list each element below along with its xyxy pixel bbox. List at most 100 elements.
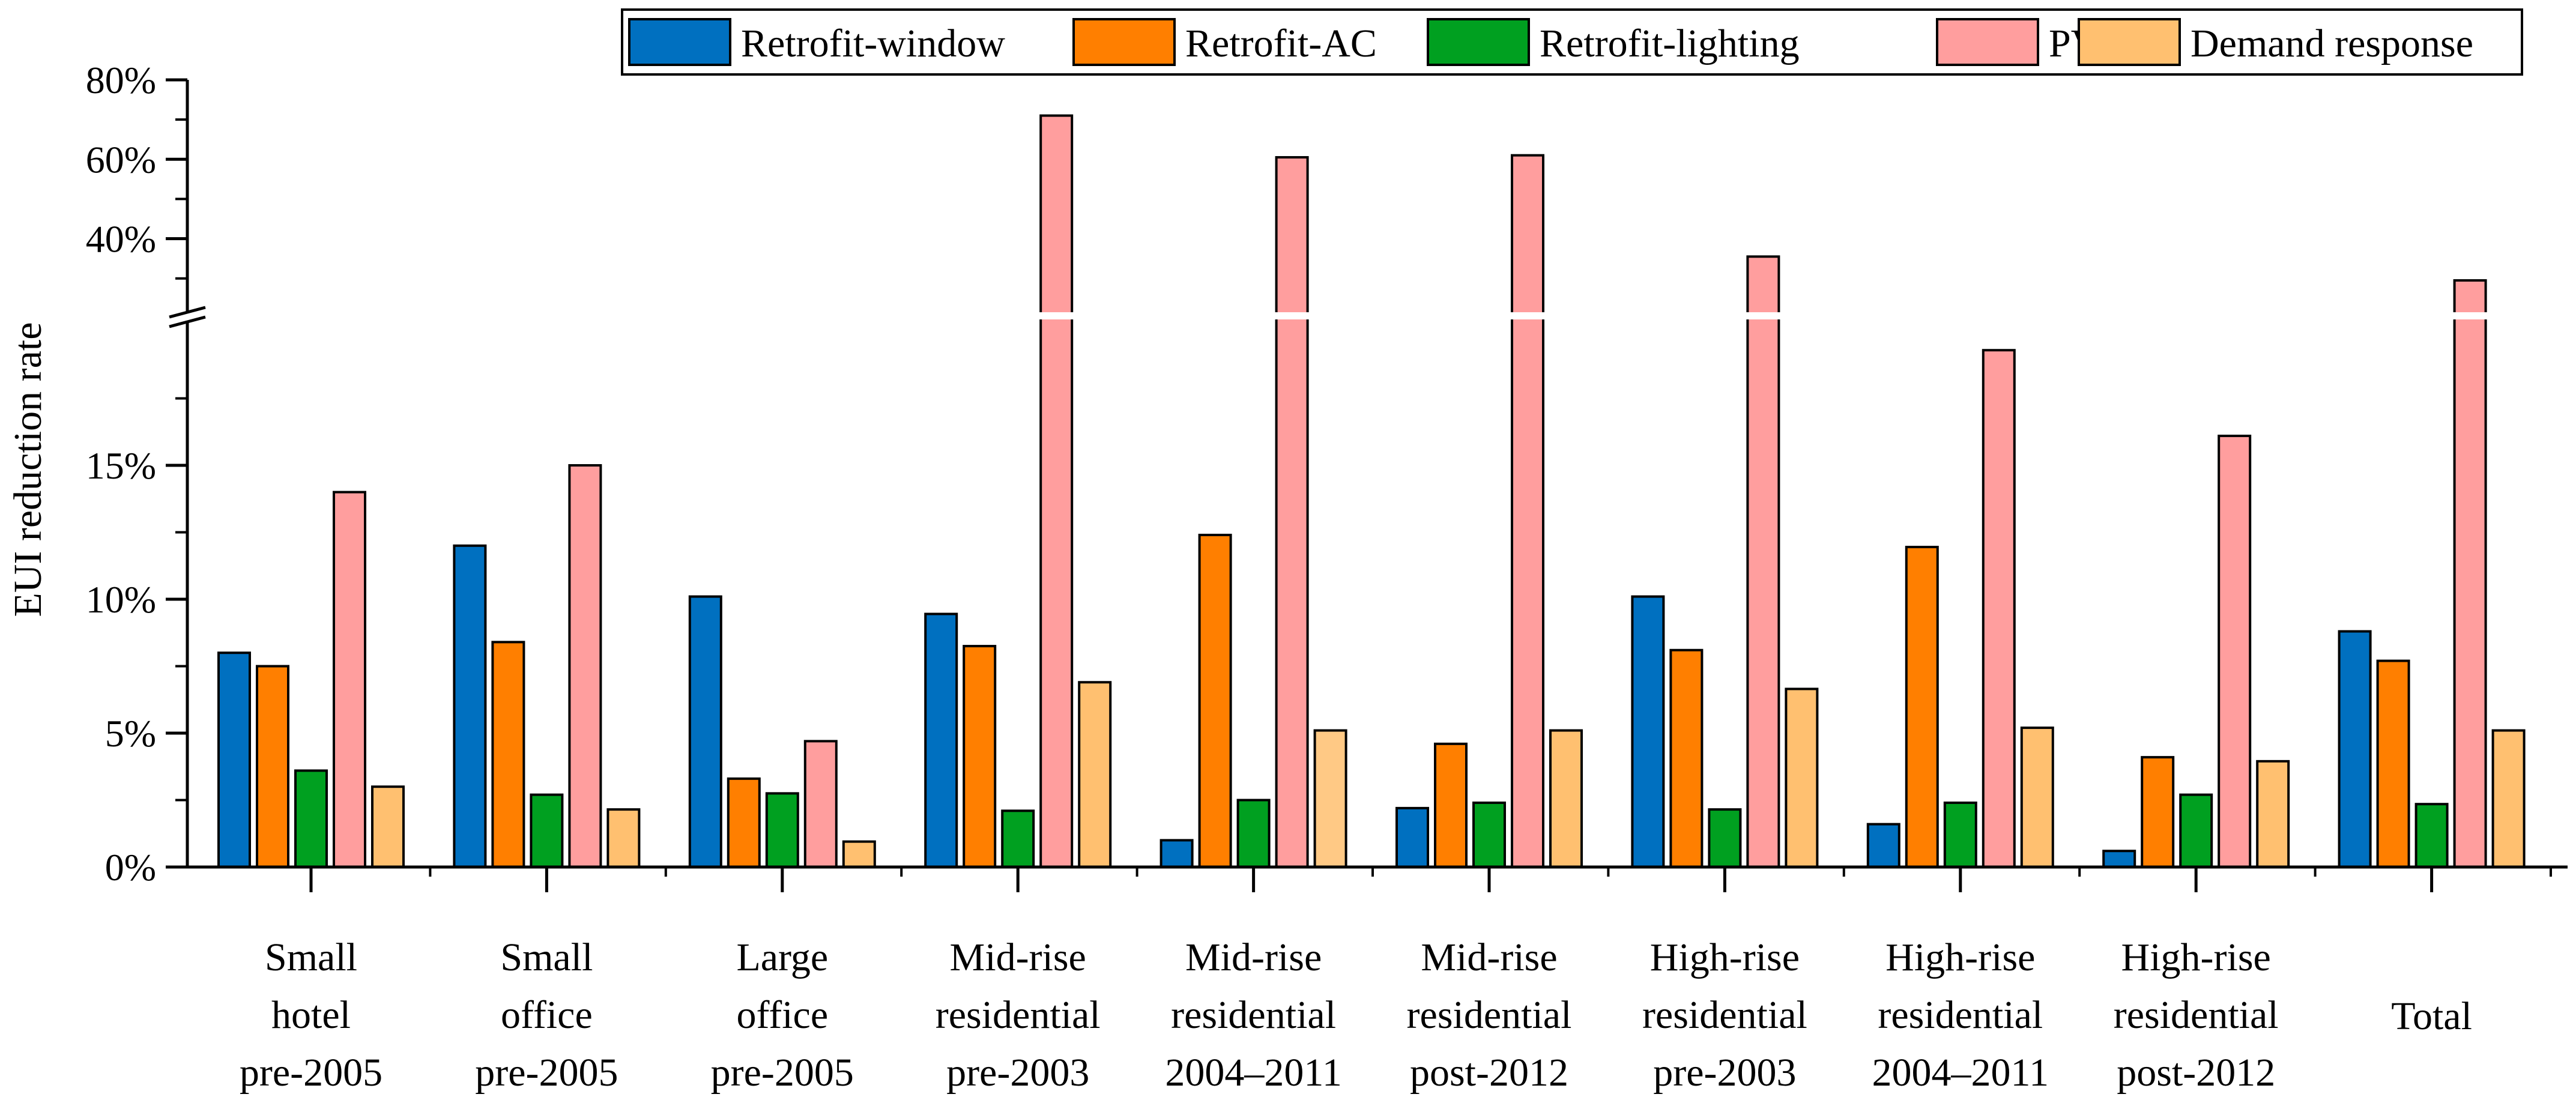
- bar-demand-response-5: [1313, 729, 1347, 869]
- bar-retrofit-lighting-1: [294, 769, 328, 868]
- y-axis-label: EUI reduction rate: [6, 322, 50, 617]
- category-label: Total: [2391, 994, 2472, 1038]
- bar-retrofit-lighting-6: [1472, 801, 1506, 868]
- category-label: pre-2005: [475, 1051, 618, 1095]
- legend-label-demand-response: Demand response: [2191, 22, 2473, 65]
- bar-pv-1: [333, 491, 366, 868]
- category-label: residential: [936, 993, 1101, 1037]
- category-label: Mid-rise: [1421, 935, 1557, 979]
- bar-retrofit-lighting-8: [1943, 801, 1977, 868]
- category-label: office: [501, 993, 593, 1037]
- axis-break-gap: [1274, 312, 1310, 319]
- bars-layer: [217, 114, 2526, 869]
- bar-retrofit-window-1: [217, 651, 251, 868]
- bar-retrofit-lighting-3: [765, 792, 799, 868]
- category-label: Mid-rise: [1185, 935, 1322, 979]
- bar-pv-6: [1511, 154, 1544, 869]
- bar-retrofit-window-5: [1160, 839, 1194, 869]
- category-label: Mid-rise: [950, 935, 1086, 979]
- bar-retrofit-window-9: [2102, 850, 2136, 868]
- category-label: High-rise: [2121, 935, 2271, 979]
- category-label: High-rise: [1650, 935, 1800, 979]
- category-label: residential: [2114, 993, 2279, 1037]
- bar-retrofit-lighting-9: [2179, 793, 2213, 868]
- y-ticks-layer: 0% 5% 10% 15% 40% 60% 80%: [86, 59, 187, 889]
- category-label: residential: [1171, 993, 1336, 1037]
- axes-layer: [169, 80, 2568, 892]
- category-label: residential: [1642, 993, 1807, 1037]
- legend-swatch-retrofit-ac: [1072, 18, 1176, 66]
- legend-swatch-retrofit-lighting: [1427, 18, 1530, 66]
- bar-retrofit-ac-8: [1905, 546, 1939, 868]
- bar-pv-9: [2218, 434, 2252, 868]
- category-labels-layer: Small hotel pre-2005 Small office pre-2005 Lar…: [240, 935, 2472, 1095]
- y-tick-label: 80%: [86, 59, 156, 101]
- bar-retrofit-ac-1: [256, 665, 289, 868]
- legend-swatch-demand-response: [2078, 18, 2181, 66]
- legend: Retrofit-window Retrofit-AC Retrofit-light…: [621, 8, 2523, 76]
- category-label: pre-2005: [240, 1051, 382, 1095]
- category-label: post-2012: [1410, 1051, 1568, 1095]
- bar-retrofit-ac-9: [2141, 756, 2175, 869]
- bar-retrofit-window-7: [1631, 595, 1665, 868]
- bar-pv-4: [1039, 114, 1074, 868]
- bar-demand-response-10: [2491, 729, 2526, 869]
- legend-swatch-retrofit-window: [628, 18, 731, 66]
- legend-label-retrofit-lighting: Retrofit-lighting: [1540, 22, 1800, 65]
- category-label: residential: [1407, 993, 1572, 1037]
- category-label: Large: [736, 935, 828, 979]
- bar-retrofit-window-10: [2338, 630, 2372, 869]
- bar-retrofit-lighting-10: [2414, 803, 2449, 868]
- bar-demand-response-2: [606, 808, 641, 868]
- bar-retrofit-window-3: [688, 595, 722, 868]
- bar-retrofit-ac-7: [1669, 648, 1704, 868]
- bar-pv-10: [2453, 279, 2487, 868]
- category-label: High-rise: [1885, 935, 2035, 979]
- y-tick-label: 15%: [86, 444, 156, 487]
- category-label: office: [736, 993, 828, 1037]
- bar-retrofit-ac-2: [491, 641, 525, 868]
- y-tick-label: 5%: [105, 712, 156, 755]
- category-label: hotel: [271, 993, 351, 1037]
- legend-box: [621, 8, 2523, 76]
- category-label: 2004–2011: [1872, 1051, 2049, 1095]
- category-label: pre-2003: [1653, 1051, 1796, 1095]
- bar-pv-8: [1982, 349, 2016, 868]
- axis-break-mark: [169, 315, 206, 328]
- bar-retrofit-ac-10: [2376, 659, 2410, 868]
- legend-label-retrofit-window: Retrofit-window: [741, 22, 1005, 65]
- bar-retrofit-lighting-2: [530, 793, 564, 868]
- axis-break-gap: [2452, 312, 2488, 319]
- axis-break-mark: [169, 306, 206, 319]
- bar-retrofit-ac-6: [1434, 742, 1468, 868]
- category-label: pre-2003: [946, 1051, 1089, 1095]
- y-tick-label: 0%: [105, 846, 156, 889]
- bar-retrofit-lighting-7: [1708, 808, 1742, 868]
- bar-pv-5: [1275, 156, 1309, 869]
- bar-pv-2: [568, 464, 602, 868]
- axis-break-gap: [1510, 312, 1545, 319]
- category-label: pre-2005: [711, 1051, 854, 1095]
- category-label: Small: [500, 935, 593, 979]
- bar-retrofit-ac-3: [727, 777, 761, 868]
- bar-demand-response-3: [842, 840, 876, 869]
- bar-demand-response-7: [1785, 687, 1819, 869]
- legend-swatch-pv: [1936, 18, 2039, 66]
- bar-retrofit-lighting-5: [1236, 799, 1271, 868]
- axis-break-gap: [1746, 312, 1781, 319]
- y-tick-label: 40%: [86, 218, 156, 261]
- category-label: 2004–2011: [1165, 1051, 1342, 1095]
- category-label: post-2012: [2117, 1051, 2275, 1095]
- bar-pv-7: [1746, 255, 1780, 868]
- bar-pv-3: [803, 740, 838, 868]
- bar-retrofit-ac-4: [963, 645, 997, 869]
- bar-retrofit-window-4: [924, 612, 958, 869]
- category-label: Small: [265, 935, 357, 979]
- axis-break-gap: [1039, 312, 1074, 319]
- bar-retrofit-window-8: [1866, 823, 1900, 869]
- y-tick-label: 10%: [86, 578, 156, 621]
- legend-label-retrofit-ac: Retrofit-AC: [1185, 22, 1377, 65]
- bar-demand-response-4: [1078, 681, 1112, 868]
- bar-demand-response-6: [1549, 729, 1583, 869]
